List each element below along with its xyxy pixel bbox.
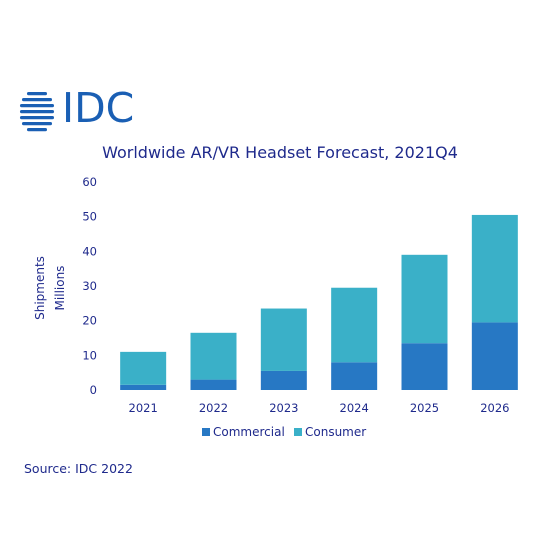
y-axis-title: Shipments Millions bbox=[33, 256, 67, 320]
y-tick-label: 60 bbox=[82, 175, 97, 189]
y-tick-label: 10 bbox=[82, 348, 97, 362]
x-tick-label: 2025 bbox=[410, 401, 439, 415]
idc-logo-text: IDC bbox=[62, 84, 135, 132]
y-tick-label: 20 bbox=[82, 314, 97, 328]
y-tick-label: 0 bbox=[90, 383, 97, 397]
bar-commercial-2026 bbox=[471, 322, 518, 390]
source-note: Source: IDC 2022 bbox=[24, 461, 133, 476]
x-tick-label: 2021 bbox=[129, 401, 158, 415]
idc-logo-globe-icon bbox=[20, 92, 54, 132]
bar-commercial-2021 bbox=[120, 384, 167, 390]
y-axis-title-line: Shipments bbox=[33, 256, 47, 320]
legend: Commercial Consumer bbox=[202, 425, 366, 439]
bar-series bbox=[120, 214, 518, 390]
legend-swatch-commercial bbox=[202, 428, 210, 436]
bar-consumer-2026 bbox=[471, 214, 518, 323]
legend-swatch-consumer bbox=[294, 428, 302, 436]
chart-title: Worldwide AR/VR Headset Forecast, 2021Q4 bbox=[102, 143, 458, 162]
bar-commercial-2022 bbox=[190, 379, 237, 390]
y-axis-title-line: Millions bbox=[53, 266, 67, 311]
x-axis-ticks: 2021 2022 2023 2024 2025 2026 bbox=[129, 401, 510, 415]
x-tick-label: 2024 bbox=[340, 401, 369, 415]
y-tick-label: 50 bbox=[82, 210, 97, 224]
bar-commercial-2025 bbox=[401, 343, 448, 390]
x-tick-label: 2026 bbox=[480, 401, 509, 415]
y-axis-ticks: 0 10 20 30 40 50 60 bbox=[82, 175, 97, 397]
bar-consumer-2024 bbox=[331, 287, 378, 363]
bar-commercial-2024 bbox=[331, 362, 378, 390]
bar-consumer-2021 bbox=[120, 351, 167, 385]
y-tick-label: 40 bbox=[82, 244, 97, 258]
legend-label-consumer: Consumer bbox=[305, 425, 366, 439]
x-tick-label: 2022 bbox=[199, 401, 228, 415]
bar-commercial-2023 bbox=[260, 370, 307, 390]
bar-consumer-2022 bbox=[190, 332, 237, 380]
y-tick-label: 30 bbox=[82, 279, 97, 293]
x-tick-label: 2023 bbox=[269, 401, 298, 415]
legend-label-commercial: Commercial bbox=[213, 425, 285, 439]
bar-consumer-2023 bbox=[260, 308, 307, 371]
bar-consumer-2025 bbox=[401, 254, 448, 344]
